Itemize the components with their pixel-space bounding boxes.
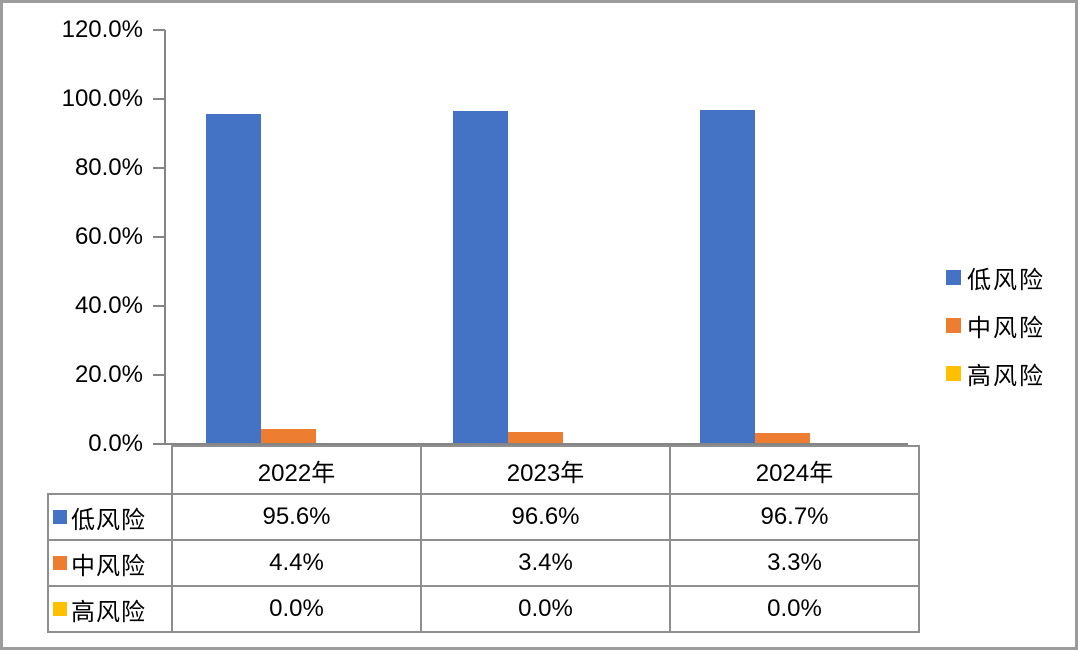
y-axis-tick-mark [153,167,165,169]
legend-swatch-high-risk-icon [946,365,961,381]
bar-中风险-2022年[interactable] [261,428,316,444]
legend-item-low-risk[interactable]: 低风险 [946,253,1045,301]
legend-label-mid-risk: 中风险 [967,314,1045,342]
y-axis-tick-label: 20.0% [74,361,143,388]
table-header-2023: 2023年 [420,445,671,495]
legend-label-low-risk: 低风险 [967,266,1045,294]
table-row-label-text: 中风险 [71,552,146,580]
table-corner-cell [48,446,172,494]
table-cell-low-2023: 96.6% [420,493,671,541]
table-header-2022: 2022年 [171,445,422,495]
y-axis-tick-mark [153,98,165,100]
bar-低风险-2023年[interactable] [453,110,508,444]
y-axis-tick-mark [153,29,165,31]
table-row-label-low-risk: 低风险 [47,493,173,541]
y-axis-tick-label: 80.0% [74,154,143,181]
table-header-2024: 2024年 [669,445,920,495]
legend-item-mid-risk[interactable]: 中风险 [946,301,1045,349]
y-axis-tick-mark [153,236,165,238]
table-row-high-risk: 高风险 0.0% 0.0% 0.0% [47,585,920,633]
legend-key-mid-risk-icon [53,556,67,570]
table-cell-high-2022: 0.0% [171,585,422,633]
table-header-row: 2022年 2023年 2024年 [48,445,920,495]
y-axis-tick-mark [153,374,165,376]
y-axis-tick-mark [153,305,165,307]
table-cell-mid-2022: 4.4% [171,539,422,587]
table-cell-mid-2024: 3.3% [669,539,920,587]
legend-swatch-low-risk-icon [946,269,961,285]
y-axis-tick-label: 100.0% [61,85,143,112]
table-cell-low-2024: 96.7% [669,493,920,541]
table-row-label-high-risk: 高风险 [47,585,173,633]
y-axis-tick-mark [153,443,165,445]
data-table: 2022年 2023年 2024年 低风险 95.6% 96.6% 96.7% … [47,445,920,633]
table-row-mid-risk: 中风险 4.4% 3.4% 3.3% [47,539,920,587]
y-axis-tick-label: 40.0% [74,292,143,319]
y-axis-tick-label: 0.0% [88,430,143,457]
bar-低风险-2022年[interactable] [206,114,261,444]
legend-swatch-mid-risk-icon [946,317,961,333]
legend-label-high-risk: 高风险 [967,362,1045,390]
table-row-label-text: 低风险 [71,506,146,534]
table-row-label-mid-risk: 中风险 [47,539,173,587]
bar-中风险-2024年[interactable] [755,432,810,444]
table-cell-low-2022: 95.6% [171,493,422,541]
table-row-label-text: 高风险 [71,598,146,626]
table-cell-high-2024: 0.0% [669,585,920,633]
table-row-low-risk: 低风险 95.6% 96.6% 96.7% [47,493,920,541]
y-axis-line [164,30,166,445]
legend-key-high-risk-icon [53,602,67,616]
y-axis-tick-label: 60.0% [74,223,143,250]
bar-低风险-2024年[interactable] [700,110,755,444]
table-cell-mid-2023: 3.4% [420,539,671,587]
legend-key-low-risk-icon [53,510,67,524]
table-cell-high-2023: 0.0% [420,585,671,633]
x-axis-line [164,443,908,445]
legend-item-high-risk[interactable]: 高风险 [946,349,1045,397]
y-axis-tick-label: 120.0% [61,16,143,43]
bar-中风险-2023年[interactable] [508,432,563,444]
